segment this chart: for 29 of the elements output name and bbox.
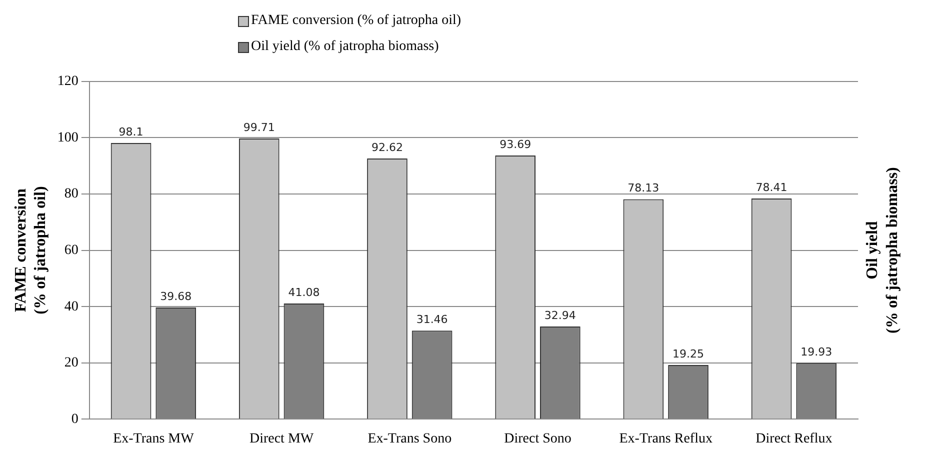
y-axis-title: FAME conversion (% of jatropha oil) [12, 186, 49, 314]
data-label: 98.1 [118, 125, 144, 138]
data-label: 93.69 [500, 138, 532, 151]
y-tick-label: 60 [64, 242, 78, 258]
y-tick-label: 80 [64, 186, 78, 202]
x-tick-label: Ex-Trans Sono [368, 431, 452, 446]
data-label: 99.71 [243, 120, 275, 134]
x-tick-label: Ex-Trans Reflux [619, 431, 712, 446]
y-tick-label: 120 [57, 74, 78, 90]
x-tick-label: Direct MW [249, 431, 314, 446]
data-label: 78.13 [628, 182, 660, 195]
data-label: 92.62 [371, 140, 403, 154]
data-label: 31.46 [416, 313, 448, 326]
y-tick-label: 20 [64, 356, 78, 371]
legend-label: FAME conversion (% of jatropha oil) [251, 12, 462, 30]
legend-label: Oil yield (% of jatropha biomass) [251, 38, 439, 56]
y2-axis-title: Oil yield (% of jatropha biomass) [864, 167, 902, 334]
data-label: 78.41 [756, 180, 788, 194]
x-tick-label: Direct Sono [504, 431, 572, 446]
data-label: 19.25 [672, 347, 704, 360]
x-tick-label: Direct Reflux [756, 431, 832, 446]
y-tick-label: 0 [71, 412, 78, 427]
data-label: 32.94 [544, 308, 576, 322]
x-tick-label: Ex-Trans MW [113, 431, 195, 446]
data-label: 39.68 [160, 290, 192, 303]
data-label: 41.08 [288, 286, 320, 299]
y-tick-label: 40 [64, 299, 78, 314]
data-label: 19.93 [800, 345, 832, 358]
y-tick-label: 100 [57, 130, 78, 146]
